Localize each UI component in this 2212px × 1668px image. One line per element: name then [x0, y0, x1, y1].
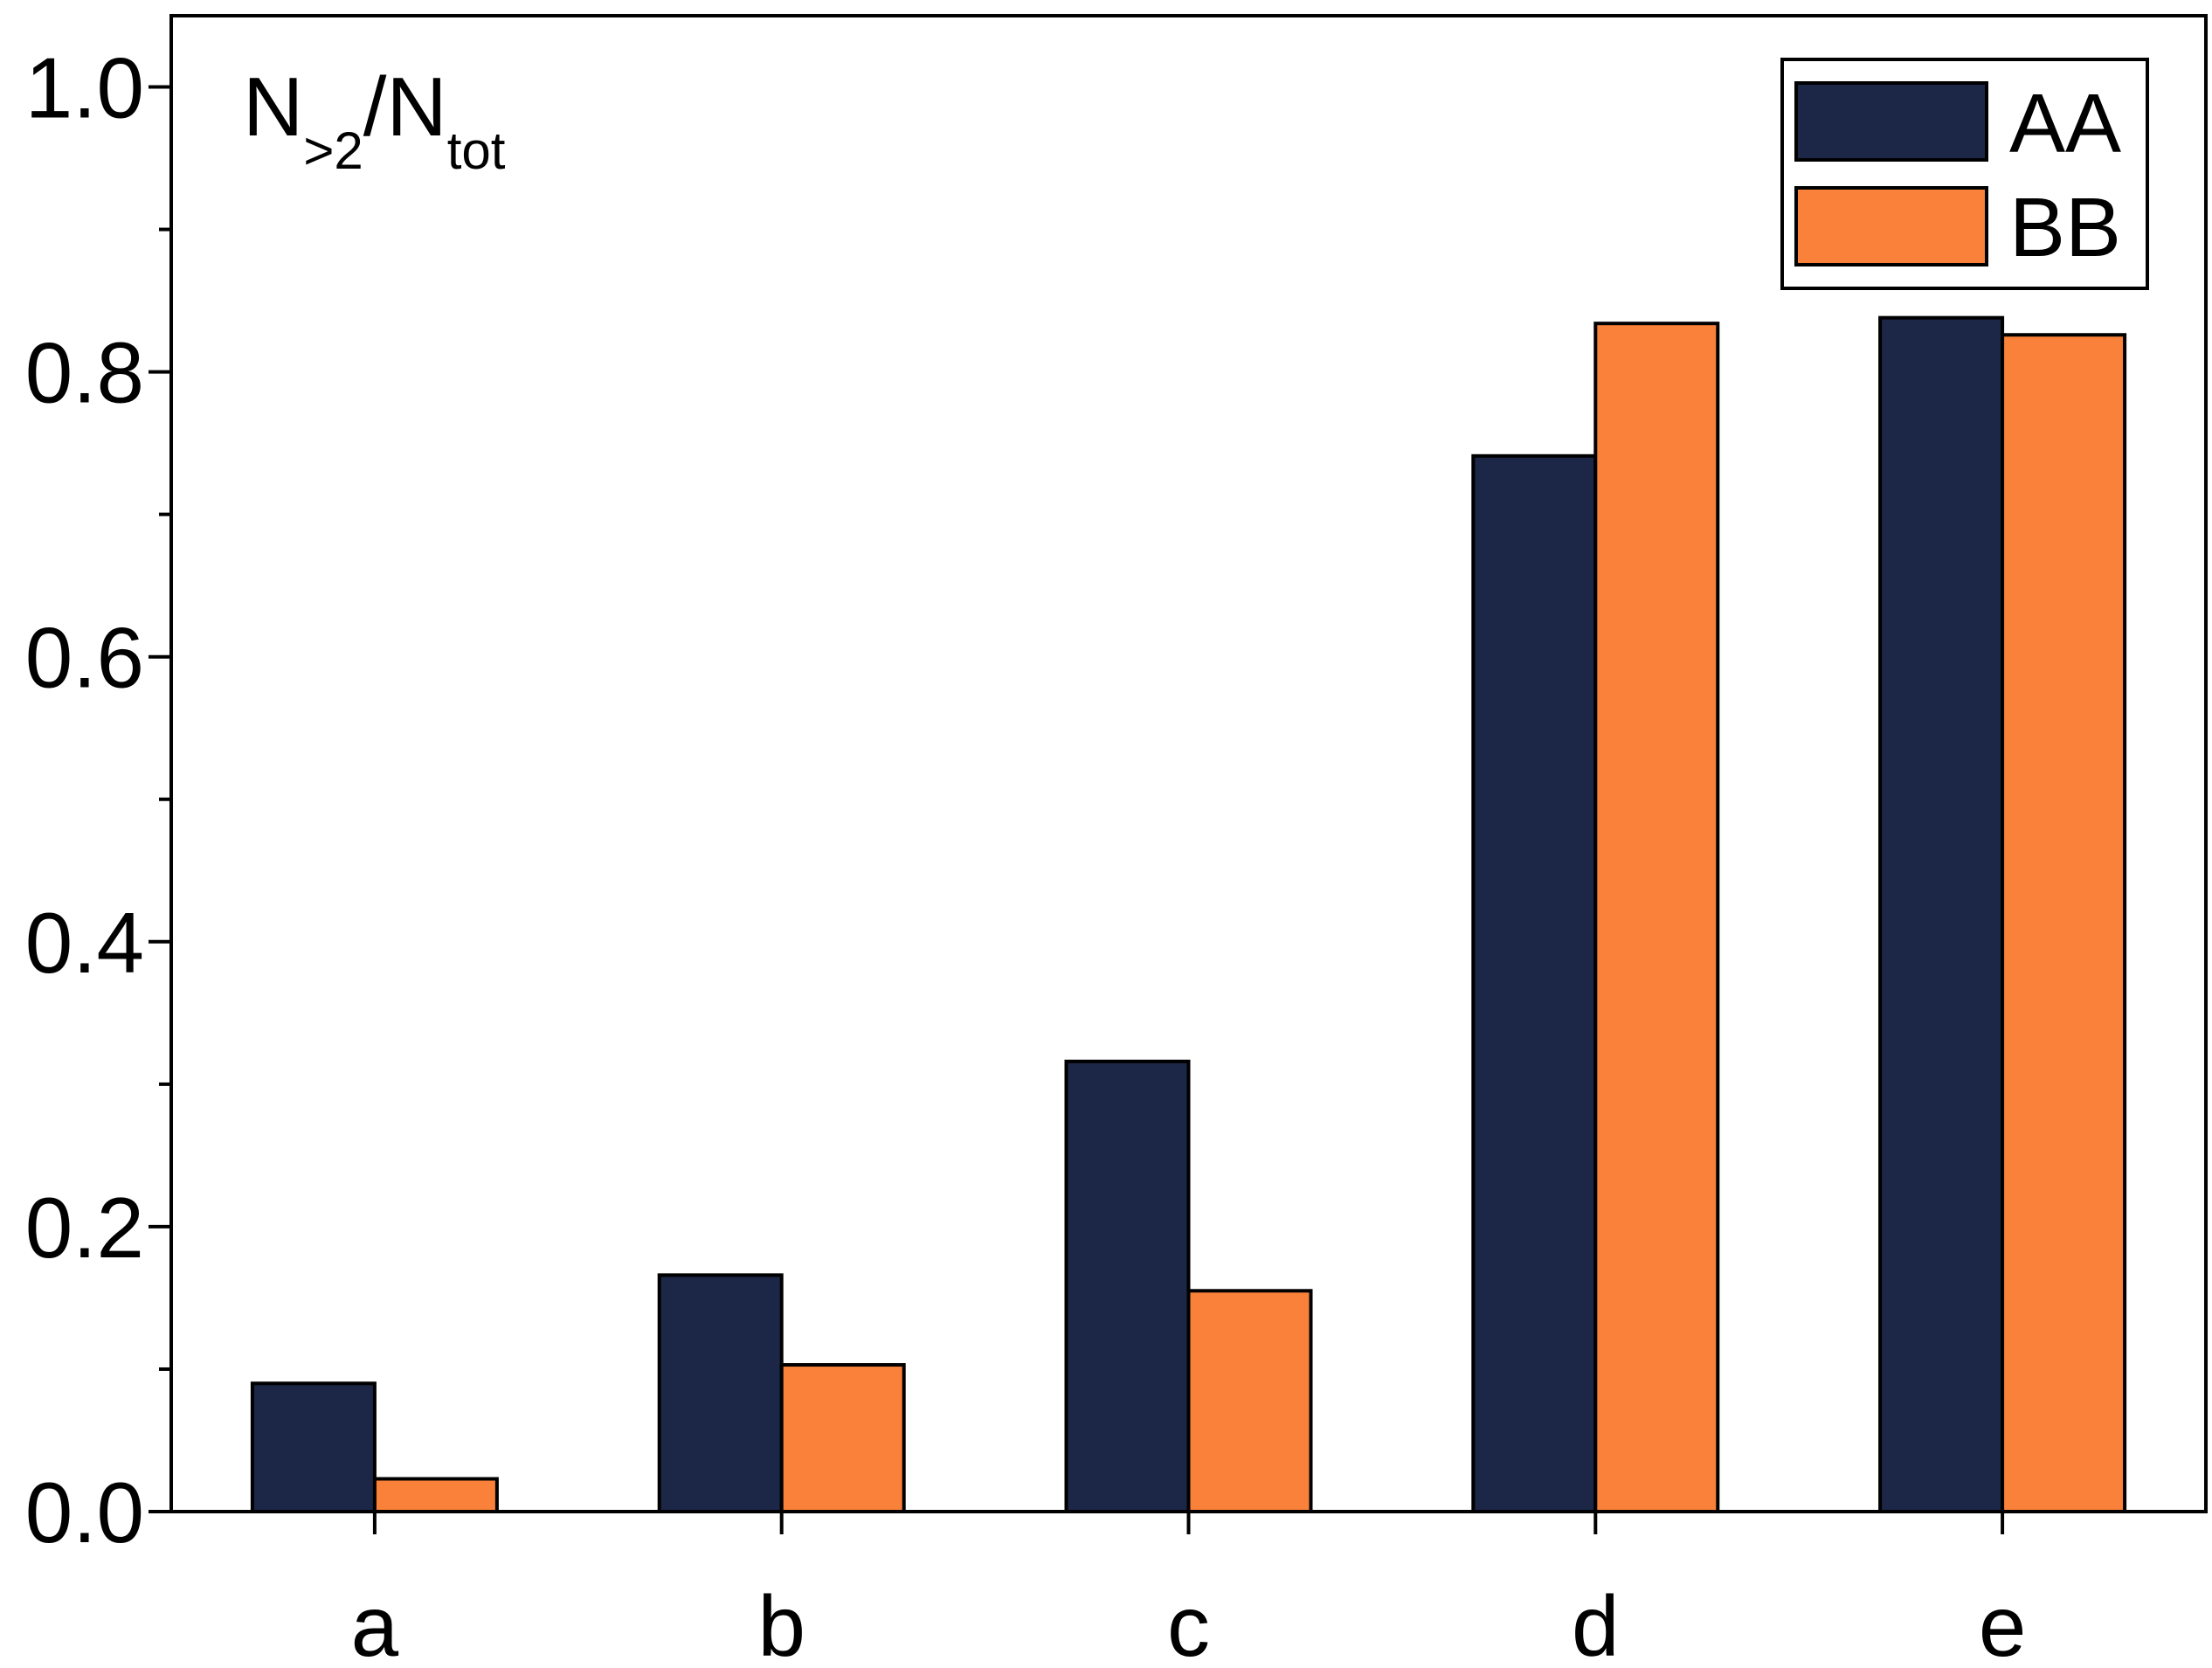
ticks-layer: a b c d e 0.0 0.2 0.4 0.6 0.8 1.0 — [25, 40, 2027, 1668]
bar-aa-c — [1064, 1059, 1191, 1513]
y-axis-label-sub2: tot — [447, 121, 506, 180]
y-axis-label-sub1: >2 — [303, 121, 363, 180]
x-tick-label-c: c — [1167, 1578, 1210, 1664]
y-axis-label-n1: N — [243, 60, 303, 154]
y-tick-label-0.4: 0.4 — [25, 895, 144, 991]
legend-label-aa: AA — [2009, 77, 2121, 170]
bar-aa-d — [1471, 453, 1598, 1513]
y-tick-label-0.8: 0.8 — [25, 325, 144, 421]
y-tick-label-1.0: 1.0 — [25, 40, 144, 136]
legend-swatch-bb — [1794, 186, 1988, 266]
x-tick-label-a: a — [351, 1578, 399, 1664]
bars-layer — [250, 315, 2127, 1514]
legend-swatch-aa — [1794, 81, 1988, 162]
y-axis-label-n2: /N — [363, 60, 447, 154]
x-tick-label-d: d — [1572, 1578, 1620, 1664]
legend: AA BB — [1780, 58, 2149, 290]
bar-aa-e — [1878, 315, 2005, 1513]
bar-bb-a — [372, 1477, 499, 1513]
y-axis-label: N>2/Ntot — [243, 60, 506, 180]
bar-aa-a — [250, 1381, 377, 1514]
bar-aa-b — [657, 1273, 784, 1513]
y-tick-label-0.0: 0.0 — [25, 1464, 144, 1561]
y-tick-label-0.6: 0.6 — [25, 610, 144, 706]
bar-bb-c — [1186, 1289, 1313, 1514]
bar-bb-e — [2001, 333, 2127, 1513]
y-tick-label-0.2: 0.2 — [25, 1180, 144, 1276]
x-tick-label-b: b — [757, 1578, 805, 1664]
bar-bb-d — [1593, 322, 1720, 1513]
legend-label-bb: BB — [2009, 181, 2121, 274]
bar-bb-b — [779, 1363, 906, 1513]
x-tick-label-e: e — [1979, 1578, 2027, 1664]
